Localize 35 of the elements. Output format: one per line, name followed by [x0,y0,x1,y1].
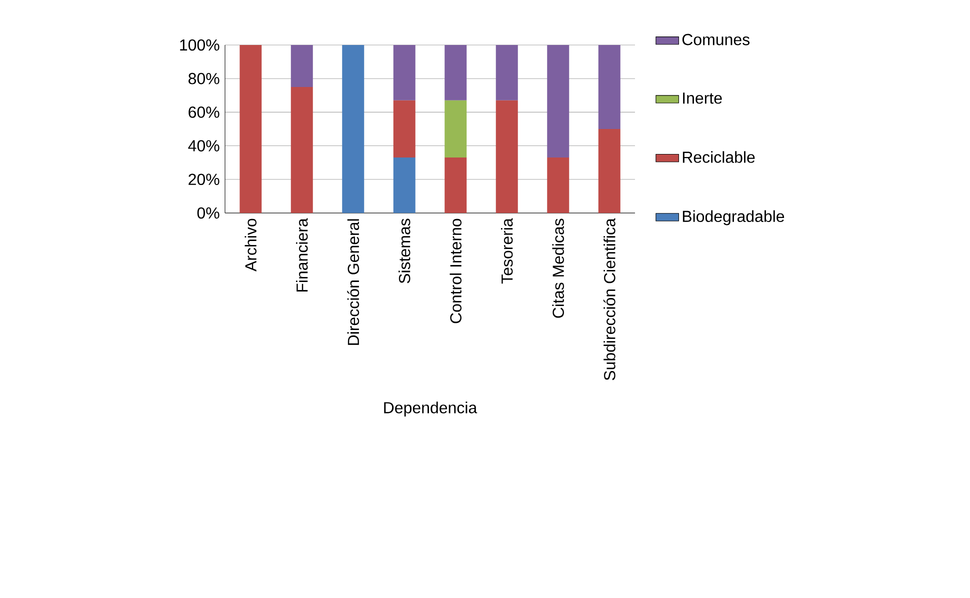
y-tick-label: 60% [188,106,220,118]
legend-label: Biodegradable [682,210,784,226]
x-tick-label: Subdirección Cientifica [603,218,616,380]
x-tick-label: Sistemas [398,218,410,284]
bar [496,44,518,100]
x-tick-label: Citas Medicas [552,218,564,318]
y-tick-label: 0% [197,207,220,219]
x-axis-title: Dependencia [384,402,478,417]
bar [342,44,364,213]
legend-label: Comunes [682,34,750,46]
x-tick-label: Archivo [244,218,256,272]
bar [598,44,620,129]
bar [496,100,518,213]
bar [444,158,467,213]
bar [547,44,570,158]
bar [393,158,416,213]
bar [240,44,262,213]
y-tick-label: 20% [188,174,220,186]
legend-label: Inerte [683,92,722,104]
bar [290,44,313,87]
y-tick-label: 40% [188,140,220,152]
bar [598,128,620,213]
bar [393,44,416,100]
x-tick-label: Control Interno [450,218,462,324]
bar [290,86,313,213]
bar [444,44,467,100]
bar [547,158,570,213]
x-tick-label: Financiera [296,218,308,292]
legend-label: Reciclable [682,151,755,163]
y-tick-label: 80% [188,72,220,84]
bar [444,100,467,158]
y-tick-label: 100% [180,39,220,51]
x-tick-label: Tesoreria [501,218,513,284]
x-tick-label: Dirección General [347,219,360,345]
bar [393,100,416,158]
